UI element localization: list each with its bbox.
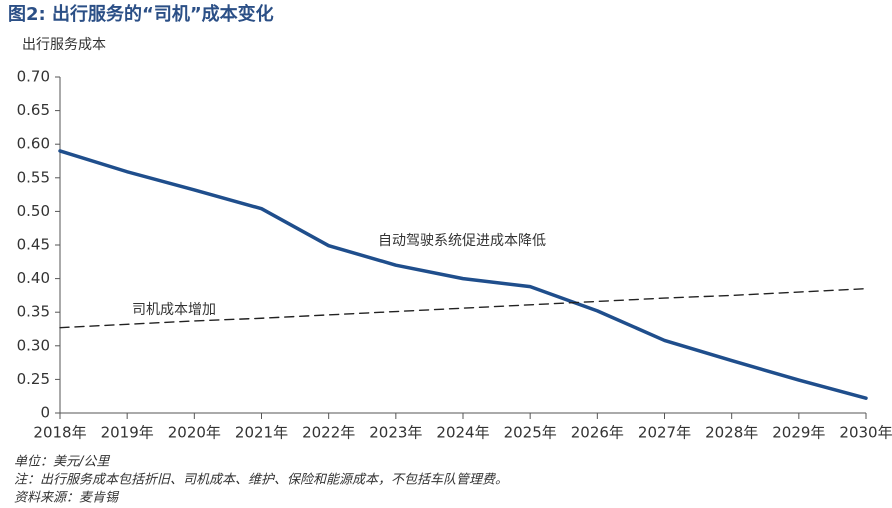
y-tick-label: 0.55 [17,168,50,186]
note: 单位：美元/公里 [14,454,110,470]
x-tick-label: 2023年 [369,424,422,442]
x-tick-label: 2022年 [302,424,355,442]
x-tick-label: 2021年 [235,424,288,442]
x-tick-label: 2025年 [504,424,557,442]
x-tick-label: 2027年 [638,424,691,442]
x-tick-label: 2026年 [571,424,624,442]
y-tick-label: 0 [40,404,50,422]
annotation: 自动驾驶系统促进成本降低 [378,233,546,249]
y-tick-label: 0.65 [17,101,50,119]
x-tick-label: 2030年 [839,424,892,442]
chart-title: 图2: 出行服务的“司机”成本变化 [8,3,274,25]
y-tick-label: 0.70 [17,68,50,86]
x-tick-label: 2024年 [436,424,489,442]
note: 注：出行服务成本包括折旧、司机成本、维护、保险和能源成本，不包括车队管理费。 [14,472,508,488]
y-tick-label: 0.60 [17,135,50,153]
annotation: 司机成本增加 [132,302,216,318]
y-tick-label: 0.30 [17,336,50,354]
y-tick-label: 0.40 [17,269,50,287]
x-tick-label: 2019年 [101,424,154,442]
x-tick-label: 2028年 [705,424,758,442]
y-tick-label: 0.25 [17,370,50,388]
y-tick-label: 0.45 [17,236,50,254]
series-line [58,149,868,400]
x-tick-label: 2020年 [168,424,221,442]
series-line [59,287,867,329]
y-tick-label: 0.50 [17,202,50,220]
note: 资料来源：麦肯锡 [14,491,120,506]
y-tick-label: 0.35 [17,303,50,321]
x-tick-label: 2018年 [33,424,86,442]
y-axis-label: 出行服务成本 [22,37,106,53]
x-tick-label: 2029年 [772,424,825,442]
